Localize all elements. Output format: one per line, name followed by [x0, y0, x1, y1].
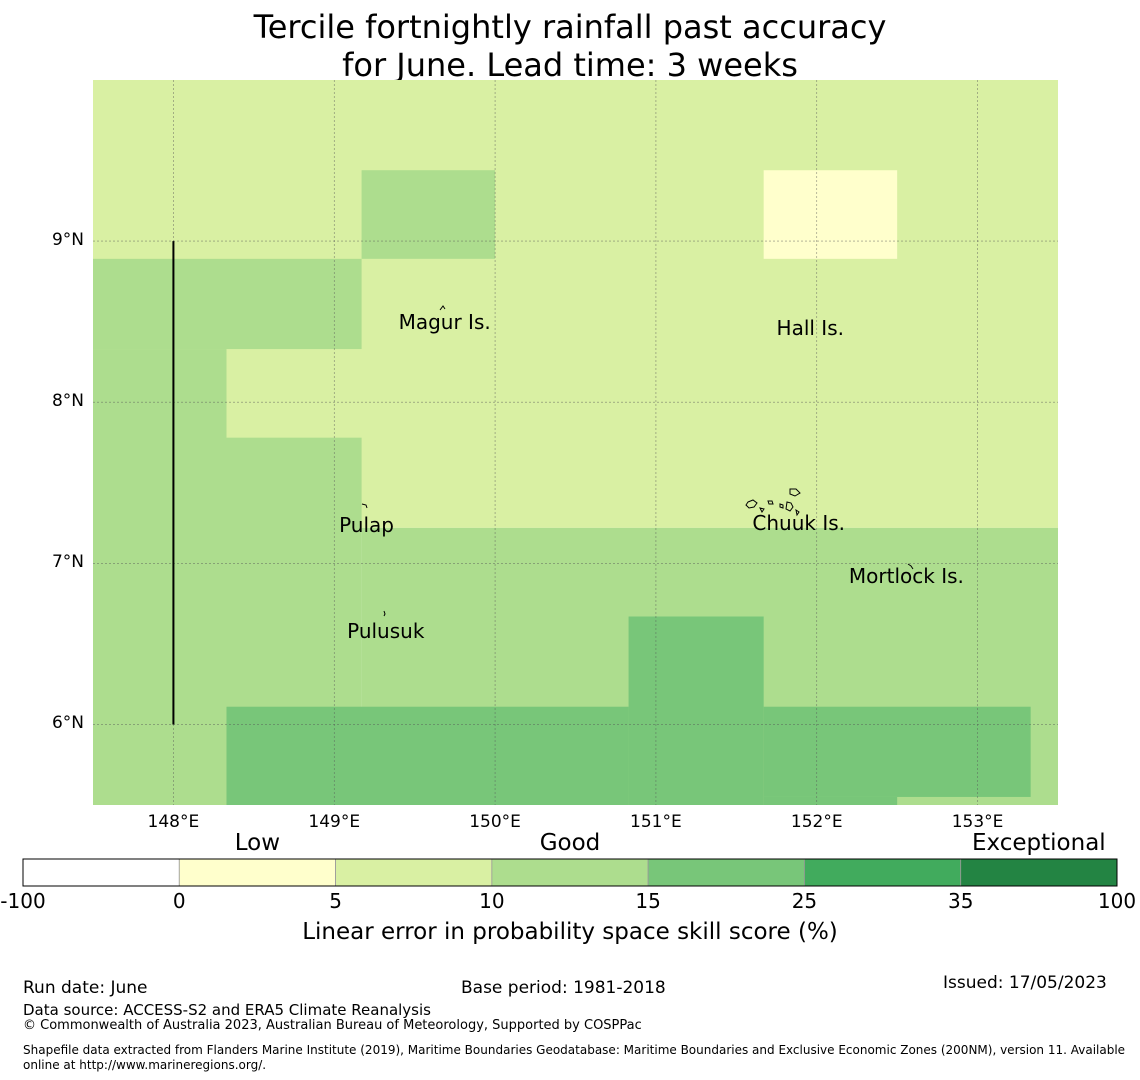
colorbar-category-label: Low	[234, 830, 281, 856]
colorbar-tick-label: -100	[0, 889, 46, 913]
colorbar-tick-label: 35	[947, 889, 974, 913]
run-date: Run date: June	[23, 978, 148, 998]
colorbar-border	[22, 858, 1118, 887]
lat-tick-label: 7°N	[51, 552, 84, 573]
lat-tick-label: 9°N	[51, 230, 84, 251]
colorbar-label: Linear error in probability space skill …	[302, 919, 838, 945]
skill-grid	[93, 80, 1058, 805]
place-label: Chuuk Is.	[752, 511, 846, 536]
colorbar-swatch-0	[22, 858, 180, 887]
place-label: Mortlock Is.	[848, 564, 964, 589]
colorbar-tick-label: 0	[172, 889, 186, 913]
lon-tick-label: 151°E	[630, 812, 682, 832]
colorbar-swatch-5	[804, 858, 962, 887]
magur-island-outline	[439, 305, 446, 311]
lon-tick-label: 149°E	[308, 812, 361, 832]
pulap-island-outline	[361, 503, 368, 509]
map-title-line2: for June. Lead time: 3 weeks	[342, 46, 798, 84]
colorbar-tick-label: 10	[479, 889, 505, 913]
issued-date: Issued: 17/05/2023	[943, 973, 1107, 993]
place-label: Pulap	[339, 512, 394, 537]
colorbar	[22, 858, 1118, 887]
colorbar-category-label: Exceptional	[972, 830, 1106, 856]
place-label: Hall Is.	[776, 316, 844, 341]
colorbar-tick-label: 100	[1097, 889, 1137, 913]
skill-cell-2	[763, 170, 898, 259]
lon-tick-label: 150°E	[469, 812, 521, 832]
skill-cell-8	[628, 616, 764, 805]
colorbar-tick-label: 15	[635, 889, 661, 913]
lon-tick-label: 153°E	[951, 812, 1004, 832]
colorbar-swatch-3	[491, 858, 649, 887]
mortlock-island-outline	[907, 563, 914, 570]
map-title-line1: Tercile fortnightly rainfall past accura…	[253, 8, 887, 46]
shapefile-credit-line2: online at http://www.marineregions.org/.	[23, 1058, 267, 1072]
skill-cell-9	[763, 706, 1031, 797]
pulusuk-island-outline	[383, 610, 386, 617]
colorbar-swatch-4	[647, 858, 805, 887]
place-label: Magur Is.	[398, 309, 491, 334]
skill-cell-3	[93, 258, 362, 350]
lon-tick-label: 152°E	[790, 812, 843, 832]
skill-cell-1	[361, 170, 496, 259]
colorbar-swatch-1	[178, 858, 336, 887]
colorbar-tick-label: 5	[329, 889, 342, 913]
data-source: Data source: ACCESS-S2 and ERA5 Climate …	[23, 1001, 431, 1019]
shapefile-credit-line1: Shapefile data extracted from Flanders M…	[23, 1043, 1126, 1057]
colorbar-category-label: Good	[539, 830, 601, 856]
lon-tick-label: 148°E	[147, 812, 200, 832]
chuuk-lagoon-outline	[745, 488, 801, 517]
colorbar-tick-label: 25	[791, 889, 818, 913]
colorbar-swatch-6	[960, 858, 1118, 887]
base-period: Base period: 1981-2018	[461, 978, 666, 998]
lat-tick-label: 8°N	[51, 391, 84, 412]
island-outlines	[361, 305, 914, 617]
skill-cell-7	[226, 706, 629, 805]
colorbar-swatch-2	[335, 858, 493, 887]
lat-tick-label: 6°N	[51, 713, 84, 734]
place-label: Pulusuk	[347, 619, 425, 643]
skill-cell-4	[93, 349, 227, 805]
copyright-notice: © Commonwealth of Australia 2023, Austra…	[23, 1018, 642, 1033]
skill-cell-10	[763, 796, 898, 805]
